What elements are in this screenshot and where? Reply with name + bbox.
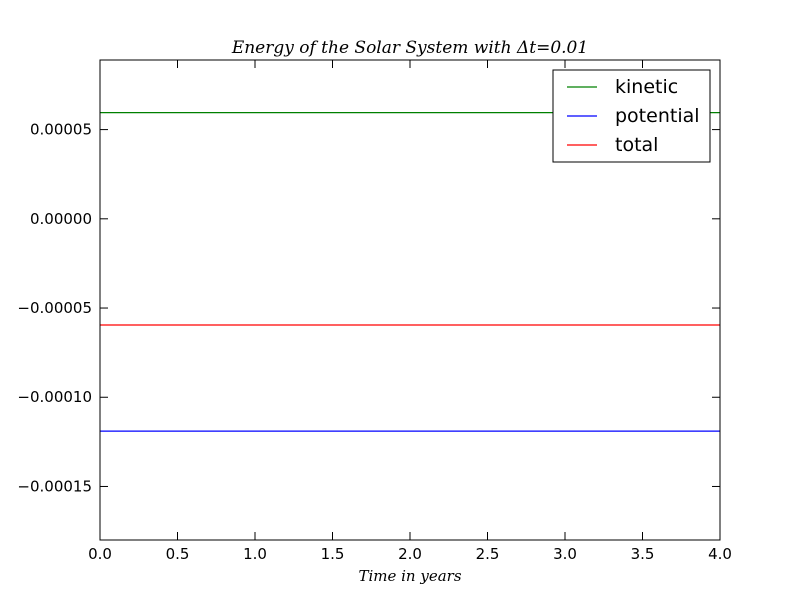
x-tick-label: 3.0 <box>553 545 577 563</box>
y-tick-label: 0.00000 <box>30 210 92 228</box>
x-tick-label: 0.0 <box>88 545 112 563</box>
x-tick-label: 1.5 <box>321 545 345 563</box>
y-tick-label: −0.00010 <box>17 388 92 406</box>
x-tick-label: 0.5 <box>166 545 190 563</box>
x-tick-label: 2.5 <box>476 545 500 563</box>
legend-label-kinetic: kinetic <box>615 76 678 98</box>
x-tick-label: 3.5 <box>631 545 655 563</box>
x-tick-label: 4.0 <box>708 545 732 563</box>
x-axis-label: Time in years <box>358 567 461 585</box>
plot-frame <box>99 59 721 541</box>
x-tick-label: 1.0 <box>243 545 267 563</box>
ticks-layer: 0.0 0.5 1.0 1.5 2.0 2.5 3.0 3.5 4.0 0.00005 0.0000… <box>17 60 732 563</box>
y-tick-label: −0.00015 <box>17 477 92 495</box>
y-tick-label: −0.00005 <box>17 299 92 317</box>
chart-title: Energy of the Solar System with Δt=0.01 <box>231 38 588 58</box>
x-tick-label: 2.0 <box>398 545 422 563</box>
legend: kinetic potential total <box>552 69 711 163</box>
y-tick-label: 0.00005 <box>30 121 92 139</box>
legend-label-total: total <box>615 134 658 156</box>
legend-label-potential: potential <box>615 105 700 127</box>
